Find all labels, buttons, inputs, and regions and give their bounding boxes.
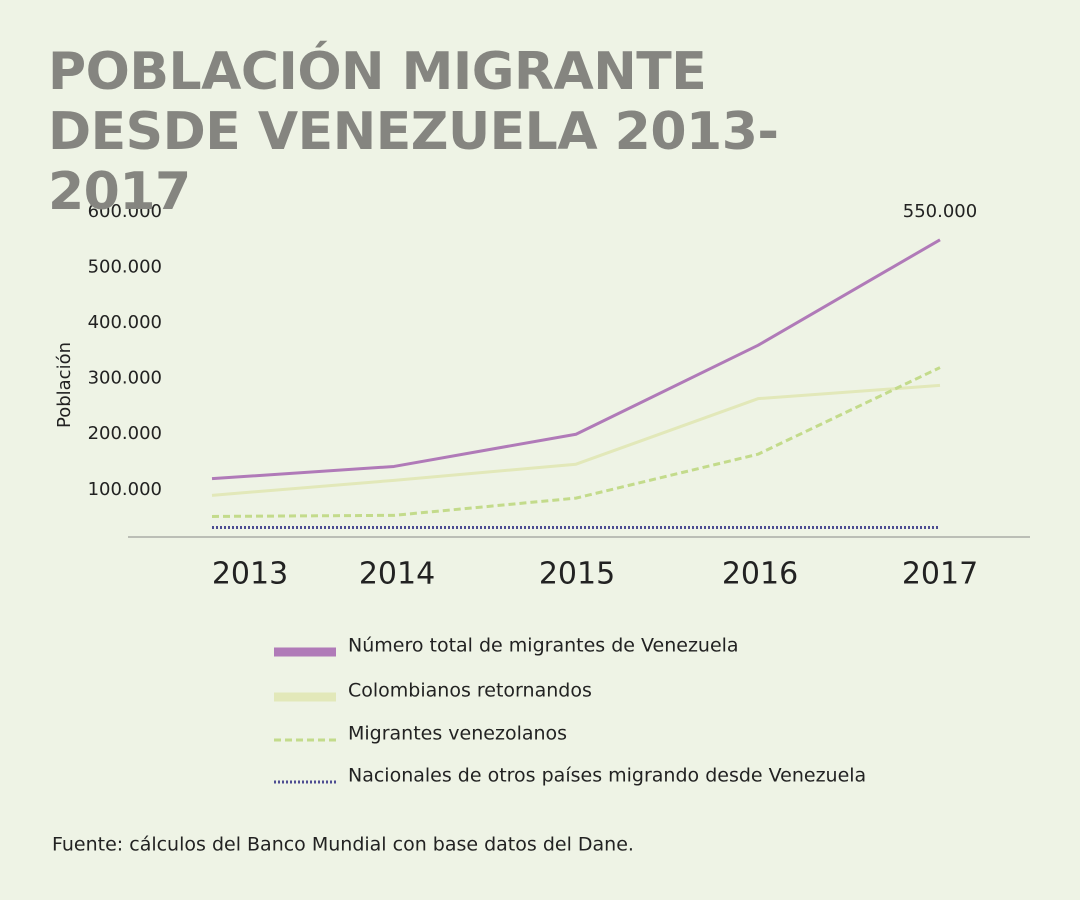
- x-tick-label: 2017: [902, 557, 978, 592]
- x-tick-label: 2016: [722, 557, 798, 592]
- chart-title: POBLACIÓN MIGRANTE DESDE VENEZUELA 2013-…: [48, 42, 779, 222]
- x-tick-label: 2013: [212, 557, 288, 592]
- y-tick-label: 400.000: [88, 312, 162, 333]
- y-tick-label: 600.000: [88, 201, 162, 222]
- series-line: [211, 383, 941, 497]
- legend-label: Número total de migrantes de Venezuela: [348, 635, 739, 657]
- y-tick-label: 100.000: [88, 479, 162, 500]
- source: Fuente: cálculos del Banco Mundial con b…: [52, 834, 634, 856]
- legend-label: Nacionales de otros países migrando desd…: [348, 765, 866, 787]
- y-axis-title: Población: [54, 342, 75, 428]
- series-line: [211, 238, 941, 481]
- legend-label: Migrantes venezolanos: [348, 723, 567, 745]
- data-label: 550.000: [903, 201, 977, 222]
- series-line: [211, 366, 941, 518]
- legend-label: Colombianos retornandos: [348, 680, 592, 702]
- x-tick-label: 2015: [539, 557, 615, 592]
- y-tick-label: 200.000: [88, 423, 162, 444]
- x-tick-label: 2014: [359, 557, 435, 592]
- y-tick-label: 300.000: [88, 368, 162, 389]
- y-tick-label: 500.000: [88, 257, 162, 278]
